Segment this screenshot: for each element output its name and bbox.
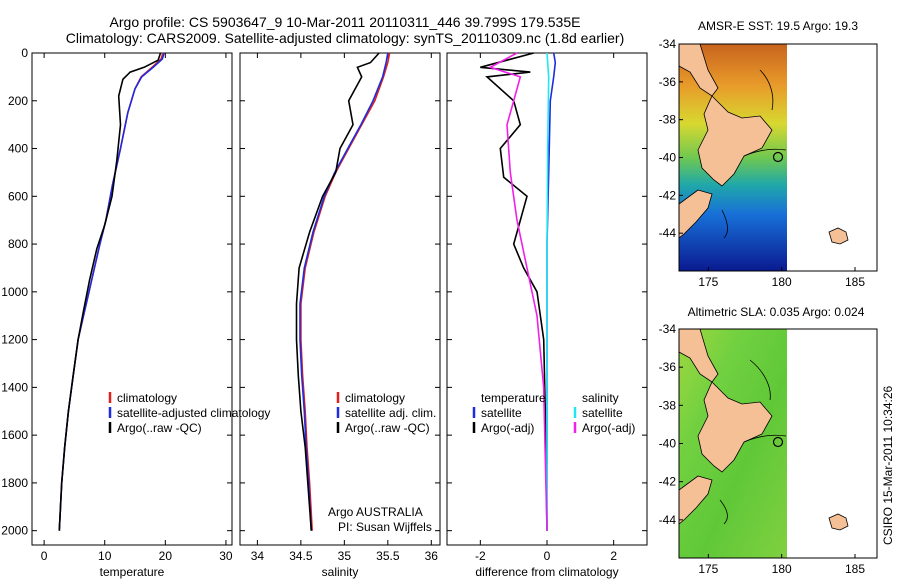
y-tick-label: 1600 — [1, 428, 28, 442]
sst-map-ticks: 175 180 185 -34 -36 -38 -40 -42 -44 — [659, 37, 866, 289]
sst-map-panel: AMSR-E SST: 19.5 Argo: 19.3 175 180 185 -34… — [659, 19, 878, 289]
map-x-tick-label: 185 — [845, 275, 865, 289]
sla-map-panel: Altimetric SLA: 0.035 Argo: 0.024 175 180… — [659, 305, 878, 576]
y-tick-label: 1200 — [1, 333, 28, 347]
legend-temp-argo-label: Argo(-adj) — [481, 421, 534, 435]
x-tick-label: 2 — [610, 549, 617, 563]
x-tick-label: 35 — [338, 549, 352, 563]
sst-argo-marker — [772, 151, 784, 163]
map-x-tick-label: 175 — [698, 275, 718, 289]
map-x-tick-label: 180 — [772, 275, 792, 289]
series-line-argo-raw-qc — [295, 52, 380, 531]
x-tick-label: 36 — [425, 549, 439, 563]
series-line-salinity-argo-adj — [488, 52, 548, 531]
sst-contour — [721, 69, 787, 239]
series-line-satellite-adj-clim — [299, 52, 389, 531]
map-y-tick-label: -40 — [659, 151, 677, 165]
sst-chatham-island — [828, 227, 849, 245]
legend-climatology-label: climatology — [345, 391, 405, 405]
map-y-tick-label: -42 — [659, 188, 677, 202]
sla-argo-marker — [772, 436, 784, 448]
map-y-tick-label: -36 — [659, 75, 677, 89]
sst-north-island — [697, 95, 773, 187]
figure-title-line1: Argo profile: CS 5903647_9 10-Mar-2011 2… — [110, 14, 581, 30]
y-tick-label: 200 — [8, 94, 28, 108]
map-y-tick-label: -38 — [659, 113, 677, 127]
sla-map-ticks: 175 180 185 -34 -36 -38 -40 -42 -44 — [659, 322, 866, 576]
series-line-climatology — [300, 52, 391, 531]
sla-chatham-island — [828, 513, 849, 531]
y-tick-label: 2000 — [1, 524, 28, 538]
map-y-tick-label: -36 — [659, 360, 677, 374]
credit-line2: PI: Susan Wijffels — [338, 520, 432, 534]
y-tick-label: 800 — [8, 237, 28, 251]
legend-satellite-label: satellite-adjusted climatology — [117, 406, 270, 420]
x-tick-label: -2 — [475, 549, 486, 563]
map-x-tick-label: 180 — [772, 562, 792, 576]
plot-frame — [31, 52, 233, 546]
y-tick-label: 0 — [21, 46, 28, 60]
sla-contour — [719, 359, 787, 525]
y-tick-label: 400 — [8, 142, 28, 156]
figure-title-line2: Climatology: CARS2009. Satellite-adjuste… — [66, 30, 624, 46]
legend-argo-label: Argo(..raw -QC) — [117, 421, 202, 435]
salinity-panel: 34 34.5 35 35.5 36 salinity — [239, 52, 441, 579]
x-axis-label: temperature — [100, 565, 165, 579]
map-y-tick-label: -34 — [659, 37, 677, 51]
y-tick-label: 600 — [8, 189, 28, 203]
sst-map-title: AMSR-E SST: 19.5 Argo: 19.3 — [698, 19, 858, 33]
x-tick-label: 0 — [544, 549, 551, 563]
x-axis-label: difference from climatology — [475, 565, 618, 579]
plot-frame — [239, 52, 441, 546]
side-timestamp: CSIRO 15-Mar-2011 10:34:26 — [881, 385, 895, 545]
x-tick-label: 34 — [251, 549, 265, 563]
legend-satellite-label: satellite adj. clim. — [345, 406, 436, 420]
x-tick-label: 0 — [41, 549, 48, 563]
map-y-tick-label: -38 — [659, 398, 677, 412]
legend-temp-satellite-label: satellite — [481, 406, 522, 420]
x-tick-label: 20 — [159, 549, 173, 563]
series-line-argo-raw-qc — [58, 52, 162, 531]
map-x-tick-label: 175 — [698, 562, 718, 576]
y-tick-label: 1800 — [1, 476, 28, 490]
series-line-salinity-satellite — [546, 52, 550, 531]
x-tick-label: 10 — [98, 549, 112, 563]
series-line-temperature-argo-adj — [480, 52, 548, 531]
salinity-legend: climatology satellite adj. clim. Argo(..… — [328, 391, 436, 534]
map-y-tick-label: -44 — [659, 226, 677, 240]
x-tick-label: 30 — [219, 549, 233, 563]
series-line-satellite-adjusted-climatology — [58, 52, 165, 531]
x-tick-label: 35.5 — [376, 549, 400, 563]
legend-sal-argo-label: Argo(-adj) — [582, 421, 635, 435]
x-tick-label: 34.5 — [289, 549, 313, 563]
legend-salinity-heading: salinity — [582, 391, 619, 405]
map-y-tick-label: -44 — [659, 513, 677, 527]
y-tick-label: 1000 — [1, 285, 28, 299]
sst-south-island — [679, 189, 713, 239]
map-x-tick-label: 185 — [845, 562, 865, 576]
x-axis-label: salinity — [322, 565, 359, 579]
credit-line1: Argo AUSTRALIA — [328, 505, 423, 519]
difference-legend: temperature satellite Argo(-adj) salinit… — [472, 391, 635, 435]
legend-argo-label: Argo(..raw -QC) — [345, 421, 430, 435]
sla-north-island — [697, 381, 773, 473]
temperature-legend: climatology satellite-adjusted climatolo… — [108, 391, 270, 435]
sla-south-island — [679, 475, 713, 525]
map-y-tick-label: -34 — [659, 322, 677, 336]
difference-panel: -2 0 2 difference from climatology — [446, 52, 648, 579]
y-tick-label: 1400 — [1, 380, 28, 394]
legend-climatology-label: climatology — [117, 391, 177, 405]
map-y-tick-label: -40 — [659, 437, 677, 451]
map-y-tick-label: -42 — [659, 475, 677, 489]
sla-map-title: Altimetric SLA: 0.035 Argo: 0.024 — [688, 305, 865, 319]
legend-temperature-heading: temperature — [481, 391, 546, 405]
series-line-climatology — [58, 52, 164, 531]
legend-sal-satellite-label: satellite — [582, 406, 623, 420]
temperature-panel: 0 10 20 30 temperature 0 200 400 600 800 1000 1200 1… — [1, 46, 233, 579]
